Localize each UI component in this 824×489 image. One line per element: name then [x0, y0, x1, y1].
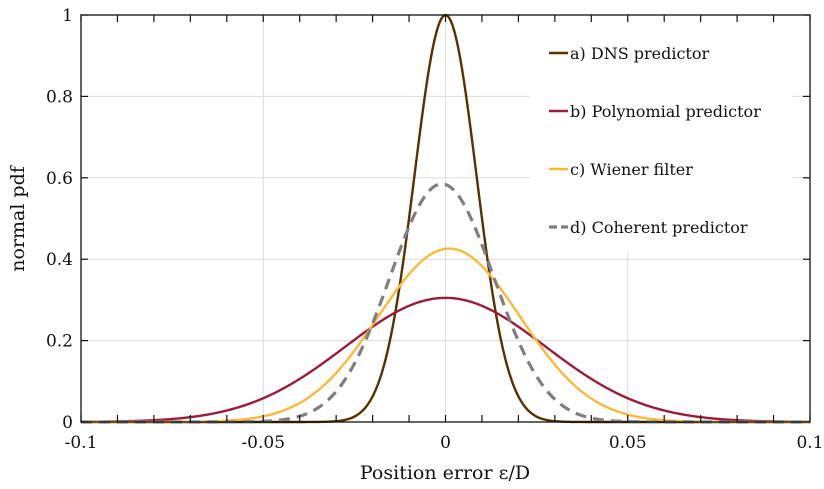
legend-label-2: b) Polynomial predictor: [570, 102, 761, 121]
x-tick-label: 0.1: [796, 433, 823, 453]
legend-box: [530, 22, 792, 252]
y-tick-label: 0.4: [46, 250, 73, 270]
y-tick-label: 1: [62, 6, 73, 26]
y-tick-label: 0.8: [46, 87, 73, 107]
legend: a) DNS predictor b) Polynomial predictor c…: [530, 22, 792, 252]
x-tick-label: 0.05: [609, 433, 647, 453]
x-tick-label: 0: [440, 433, 451, 453]
tick-labels: -0.1 -0.05 0 0.05 0.1 0 0.2 0.4 0.6 0.8 1: [46, 6, 824, 453]
y-tick-label: 0.2: [46, 332, 73, 352]
y-axis-label: normal pdf: [7, 164, 29, 272]
legend-label-4: d) Coherent predictor: [570, 218, 748, 237]
x-tick-label: -0.05: [241, 433, 285, 453]
series-line-2: [80, 296, 811, 424]
x-tick-label: -0.1: [65, 433, 98, 453]
y-tick-label: 0.6: [46, 169, 73, 189]
y-tick-label: 0: [62, 413, 73, 433]
axes: [80, 14, 811, 423]
legend-label-1: a) DNS predictor: [570, 44, 709, 63]
legend-label-3: c) Wiener filter: [570, 160, 693, 179]
x-axis-label: Position error ε/D: [360, 462, 530, 484]
